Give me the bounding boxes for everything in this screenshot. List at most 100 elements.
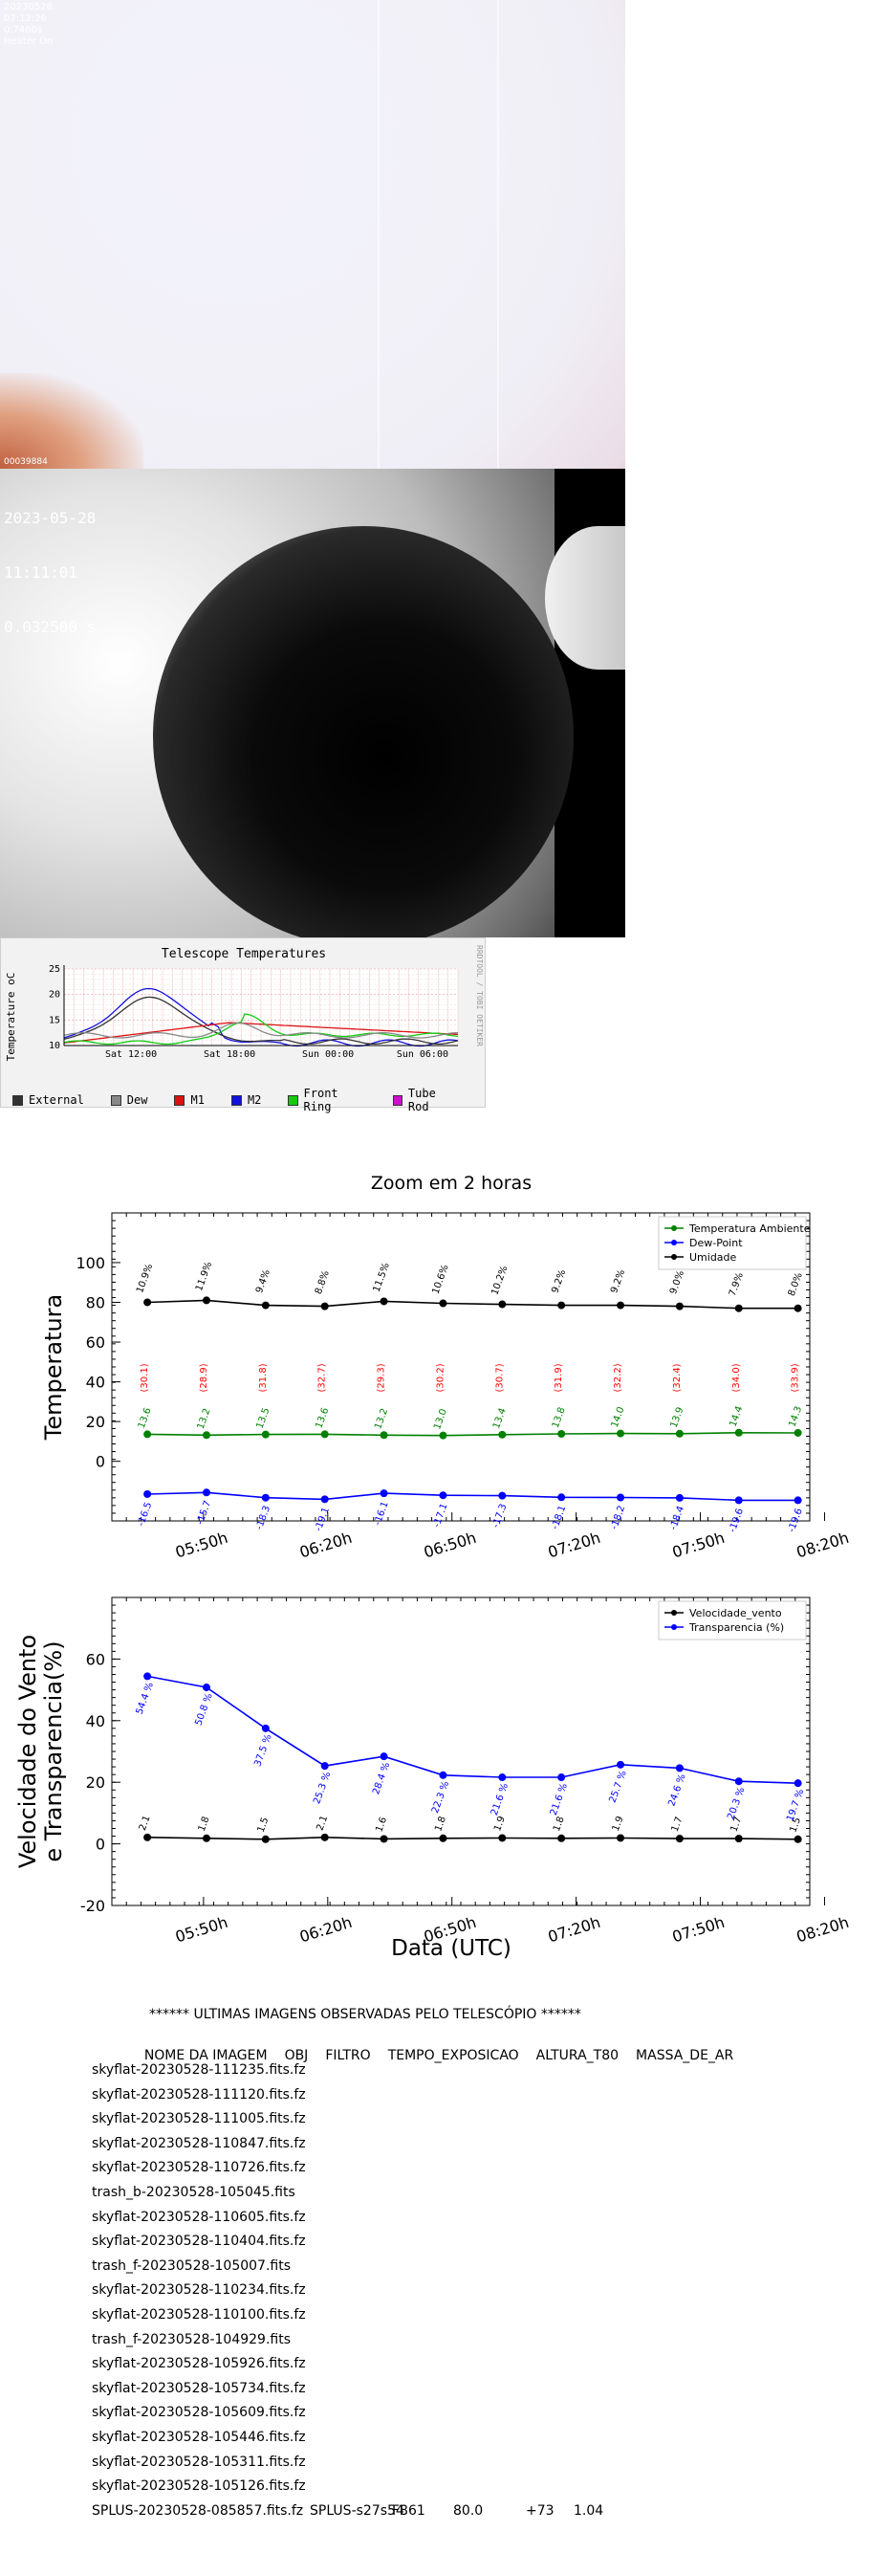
x-tick-label: 07:50h (670, 1913, 727, 1947)
data-label: 1.8 (552, 1816, 567, 1834)
series-point (675, 1429, 684, 1438)
data-label: 37.5 % (252, 1733, 273, 1769)
series-point (734, 1777, 743, 1786)
data-label: 21.6 % (549, 1782, 570, 1817)
series-point (439, 1491, 447, 1500)
y-tick-label: 40 (86, 1374, 105, 1392)
legend-box (658, 1600, 807, 1640)
sensor-stripe (378, 0, 380, 469)
series-point (439, 1771, 447, 1779)
series-point (261, 1430, 270, 1439)
temperature-trace (63, 996, 459, 1046)
image-name-cell: skyflat-20230528-110847.fits.fz (92, 2135, 306, 2151)
tick-label: 10 (49, 1041, 60, 1051)
series-point (143, 1489, 152, 1498)
legend-item: Front Ring (288, 1087, 365, 1113)
camera-1-exposure: 0.7460s (4, 25, 43, 35)
table-cell: 1.04 (574, 2502, 604, 2519)
table-row: skyflat-20230528-105609.fits.fz (92, 2401, 631, 2426)
series-point (498, 1491, 507, 1500)
series-point (380, 1489, 388, 1498)
legend-label: M1 (190, 1093, 205, 1107)
image-name-cell: skyflat-20230528-105609.fits.fz (92, 2405, 306, 2421)
telescope-ylabel: Temperature oC (5, 973, 17, 1062)
data-label: -18.3 (254, 1505, 272, 1531)
image-name-cell: SPLUS-20230528-085857.fits.fz (92, 2502, 304, 2519)
x-tick-label: 07:20h (546, 1913, 602, 1947)
table-rows: skyflat-20230528-111235.fits.fz skyflat-2… (92, 2059, 631, 2523)
dark-sky-region (153, 526, 574, 937)
column-header: FILTRO (325, 2048, 371, 2063)
series-point (734, 1835, 743, 1843)
tick-label: Sun 06:00 (397, 1049, 448, 1060)
annotation-label: (31.8) (258, 1363, 269, 1392)
image-name-cell: skyflat-20230528-105734.fits.fz (92, 2380, 306, 2396)
column-header: MASSA_DE_AR (636, 2048, 734, 2063)
data-label: 24.6 % (666, 1772, 687, 1808)
data-label: 1.5 (256, 1816, 272, 1835)
annotation-label: (33.9) (791, 1363, 801, 1392)
image-name-cell: skyflat-20230528-111235.fits.fz (92, 2062, 306, 2078)
telescope-temperatures-panel: Telescope Temperatures Temperature oC RR… (0, 937, 486, 1113)
series-point (261, 1835, 270, 1843)
series-point (498, 1300, 507, 1309)
series-line (147, 1836, 798, 1840)
x-tick-label: 06:20h (297, 1913, 354, 1947)
series-point (498, 1834, 507, 1842)
data-label: 1.7 (670, 1816, 685, 1834)
data-label: -18.4 (668, 1505, 686, 1531)
table-row: skyflat-20230528-111235.fits.fz (92, 2059, 631, 2083)
legend-item: M1 (174, 1087, 205, 1113)
tick-label: 20 (49, 990, 60, 1001)
data-label: -18.1 (550, 1504, 568, 1530)
data-label: 1.5 (788, 1816, 803, 1835)
series-point (320, 1762, 329, 1771)
data-label: 22.3 % (430, 1780, 451, 1816)
image-name-cell: skyflat-20230528-110100.fits.fz (92, 2306, 306, 2323)
data-label: 1.8 (197, 1816, 212, 1834)
column-header: OBJ (284, 2048, 309, 2063)
legend-item: Dew (110, 1087, 148, 1113)
series-point (557, 1493, 566, 1502)
annotation-label: (32.2) (613, 1363, 623, 1392)
legend-label: Dew (126, 1093, 148, 1107)
legend-swatch (230, 1094, 242, 1106)
annotation-label: (32.4) (672, 1363, 683, 1392)
series-point (617, 1301, 625, 1310)
x-tick-label: 06:20h (297, 1529, 354, 1562)
data-label: 1.9 (492, 1815, 508, 1833)
legend-marker (671, 1225, 677, 1231)
table-row: skyflat-20230528-105446.fits.fz (92, 2426, 631, 2451)
y-tick-label: 100 (76, 1254, 105, 1272)
y-axis-label: Temperatura (40, 1294, 67, 1442)
y-tick-label: 80 (86, 1293, 105, 1311)
legend-item: Tube Rod (392, 1087, 458, 1113)
legend-label: Tube Rod (407, 1087, 436, 1113)
telescope-legend: External Dew M1 M2 Front Ring Tube Rod (12, 1087, 485, 1113)
series-point (439, 1834, 447, 1842)
data-label: 14.4 (728, 1405, 745, 1429)
series-point (320, 1833, 329, 1841)
series-point (617, 1493, 625, 1502)
legend-item: M2 (230, 1087, 261, 1113)
y-tick-label: -20 (80, 1897, 105, 1915)
image-name-cell: skyflat-20230528-105446.fits.fz (92, 2429, 306, 2445)
series-point (675, 1835, 684, 1843)
legend-swatch (12, 1094, 23, 1106)
data-label: 13.2 (196, 1407, 213, 1431)
table-row: skyflat-20230528-110847.fits.fz (92, 2132, 631, 2157)
table-row: skyflat-20230528-110100.fits.fz (92, 2303, 631, 2328)
data-label: -18.2 (609, 1505, 627, 1531)
y-tick-label: 40 (86, 1712, 105, 1730)
data-label: 14.3 (787, 1405, 804, 1429)
x-tick-label: 08:20h (794, 1529, 851, 1562)
series-point (261, 1301, 270, 1310)
camera-2-overlay: 2023-05-28 11:11:01 0.032500 s (4, 473, 96, 672)
legend-swatch (174, 1094, 185, 1106)
series-point (675, 1764, 684, 1772)
data-label: 11.5% (372, 1262, 392, 1294)
camera-1-time: 07:12:26 (4, 13, 47, 24)
data-label: -16.5 (136, 1501, 154, 1528)
image-name-cell: skyflat-20230528-110404.fits.fz (92, 2234, 306, 2250)
annotation-label: (30.2) (435, 1363, 446, 1392)
